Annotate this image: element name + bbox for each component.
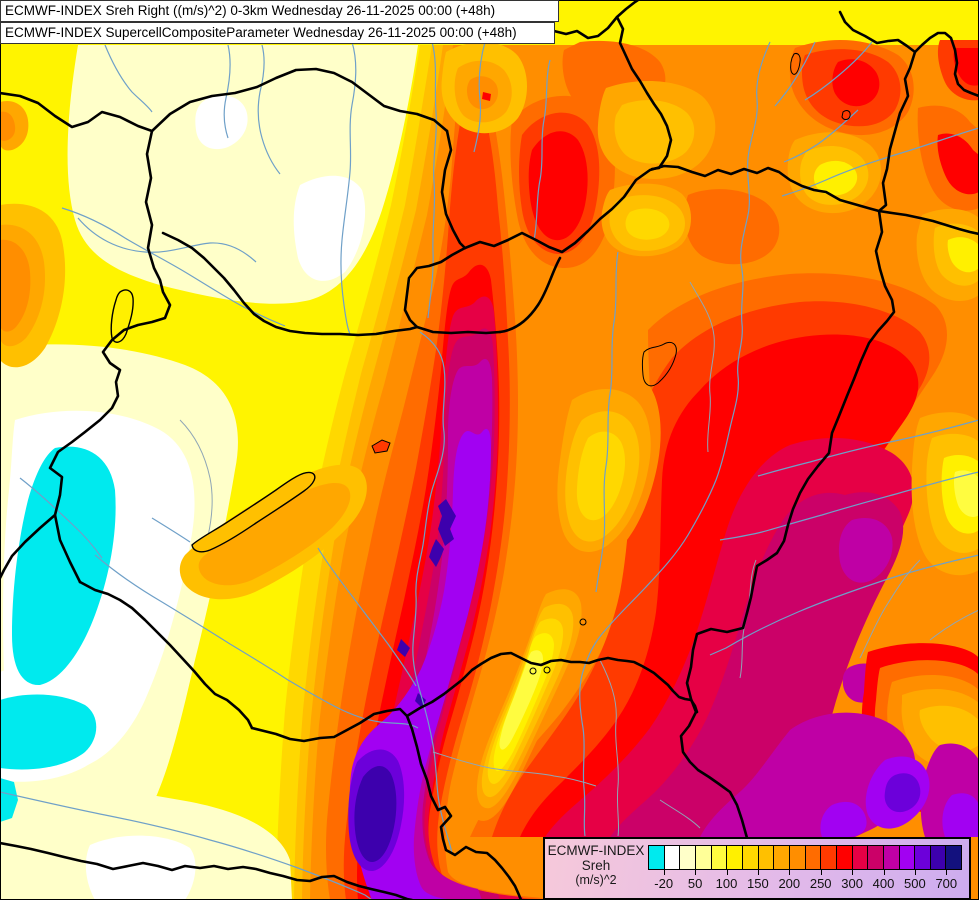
legend-tick-label: 300 [841, 876, 863, 891]
legend-color-cell [758, 846, 775, 869]
contour-light-pockets [468, 81, 979, 821]
legend-color-cell [946, 846, 962, 869]
legend-unit: (m/s)^2 [575, 873, 617, 887]
legend-parameter-name: Sreh [581, 858, 611, 873]
legend-tick-mark [820, 870, 822, 875]
lake-tisza-to [641, 341, 677, 387]
legend-tick-label: 50 [687, 876, 703, 891]
color-scale-legend: ECMWF-INDEX Sreh (m/s)^2 -20 50 100 150 200 2… [543, 837, 971, 900]
legend-title: ECMWF-INDEX Sreh (m/s)^2 [547, 843, 645, 887]
legend-color-cell [852, 846, 869, 869]
border-danube-section [161, 231, 502, 337]
legend-color-cell [868, 846, 884, 869]
legend-color-cell [649, 846, 665, 869]
legend-tick-label: 400 [872, 876, 895, 891]
border-austria-hungary [48, 129, 172, 584]
legend-tick-mark [789, 870, 791, 875]
river-tisza [579, 41, 771, 837]
legend-color-cell [789, 846, 806, 869]
border-north [463, 164, 979, 254]
contour-central-band [326, 41, 615, 900]
legend-model-name: ECMWF-INDEX [547, 843, 645, 858]
legend-tick-label: 100 [715, 876, 738, 891]
legend-color-cell [821, 846, 837, 869]
legend-tick-mark [883, 870, 885, 875]
lakes [110, 53, 851, 675]
map-title-primary: ECMWF-INDEX Sreh Right ((m/s)^2) 0-3km W… [0, 0, 559, 22]
border-east [679, 50, 917, 900]
legend-tick-label: -20 [654, 876, 674, 891]
legend-color-cell [680, 846, 696, 869]
legend-tick-label: 150 [747, 876, 769, 891]
legend-tick-label: 250 [809, 876, 832, 891]
legend-tick-label: 500 [904, 876, 926, 891]
legend-tick-mark [914, 870, 916, 875]
legend-tick-label: 700 [935, 876, 958, 891]
legend-tick-mark [757, 870, 759, 875]
legend-color-cell [805, 846, 822, 869]
legend-color-cell [664, 846, 681, 869]
lake-velence [371, 439, 391, 454]
lake-balaton [191, 471, 316, 553]
legend-tick-mark [946, 870, 948, 875]
legend-color-cell [695, 846, 712, 869]
legend-color-cell [883, 846, 900, 869]
legend-color-cell [774, 846, 790, 869]
border-south [250, 707, 523, 900]
legend-color-cell [899, 846, 916, 869]
legend-tick-mark [695, 870, 697, 875]
legend-tick-mark [663, 870, 665, 875]
legend-tick-mark [852, 870, 854, 875]
legend-tick-label: 200 [778, 876, 801, 891]
legend-color-cell [836, 846, 853, 869]
legend-color-bar [648, 845, 962, 870]
contour-negative-cyan [0, 446, 116, 822]
legend-color-cell [711, 846, 728, 869]
lake-neusiedl [110, 289, 134, 343]
legend-color-cell [915, 846, 931, 869]
legend-color-cell [727, 846, 743, 869]
legend-color-cell [742, 846, 759, 869]
map-title-secondary: ECMWF-INDEX SupercellCompositeParameter … [0, 22, 555, 44]
legend-color-cell [930, 846, 947, 869]
legend-tick-mark [726, 870, 728, 875]
river-danube [412, 331, 453, 854]
